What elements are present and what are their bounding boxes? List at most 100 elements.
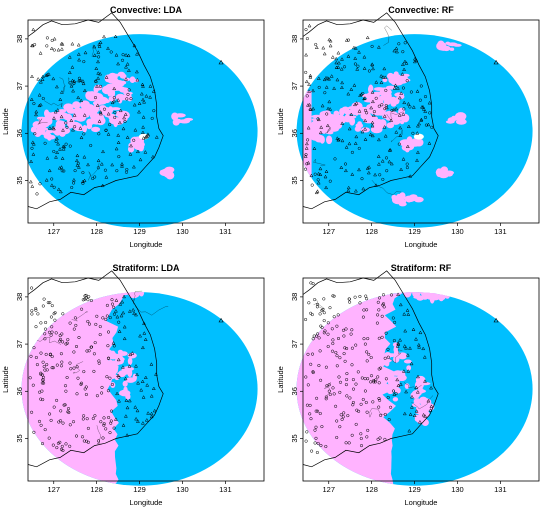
- gauge-marker: [377, 308, 381, 312]
- gauge-marker: [41, 360, 45, 364]
- gauge-marker: [350, 328, 354, 332]
- gauge-marker: [135, 77, 140, 82]
- gauge-marker: [104, 75, 109, 79]
- gauge-marker: [95, 314, 99, 318]
- gauge-marker: [346, 91, 351, 96]
- gauge-marker: [384, 331, 388, 335]
- x-tick-label: 131: [494, 485, 507, 494]
- gauge-marker: [321, 45, 326, 50]
- gauge-marker: [329, 74, 334, 78]
- gauge-marker: [60, 169, 64, 173]
- gauge-marker: [389, 118, 394, 122]
- gauge-marker: [117, 155, 121, 159]
- gauge-marker: [304, 79, 309, 84]
- gauge-marker: [53, 109, 58, 114]
- gauge-marker: [108, 123, 112, 127]
- x-tick-label: 130: [176, 485, 189, 494]
- gauge-marker: [317, 85, 321, 89]
- gauge-marker: [353, 102, 357, 107]
- y-tick-label: 36: [15, 387, 24, 395]
- gauge-marker: [109, 409, 114, 413]
- gauge-marker: [493, 59, 499, 65]
- admin-border: [391, 129, 403, 143]
- gauge-marker: [377, 396, 381, 401]
- gauge-marker: [106, 389, 110, 393]
- gauge-marker: [142, 331, 147, 335]
- gauge-marker: [125, 433, 130, 437]
- gauge-marker: [415, 150, 420, 154]
- gauge-marker: [84, 392, 88, 397]
- gauge-marker: [86, 319, 90, 324]
- gauge-marker: [315, 450, 319, 455]
- gauge-marker: [411, 327, 416, 331]
- gauge-marker: [326, 344, 330, 349]
- gauge-marker: [338, 380, 343, 384]
- y-tick-label: 38: [15, 35, 24, 43]
- gauge-marker: [30, 43, 34, 48]
- gauge-marker: [40, 77, 45, 81]
- gauge-marker: [374, 378, 378, 382]
- gauge-marker: [56, 141, 61, 146]
- y-tick-label: 36: [15, 129, 24, 137]
- gauge-marker: [304, 153, 308, 157]
- gauge-marker: [138, 333, 143, 338]
- gauge-marker: [355, 408, 359, 412]
- gauge-marker: [399, 91, 404, 95]
- gauge-marker: [377, 367, 381, 371]
- gauge-marker: [106, 111, 111, 116]
- gauge-marker: [423, 115, 428, 119]
- gauge-marker: [350, 150, 354, 154]
- gauge-marker: [394, 46, 399, 50]
- gauge-marker: [52, 116, 56, 120]
- gauge-marker: [44, 73, 49, 77]
- gauge-marker: [367, 352, 371, 356]
- gauge-marker: [76, 161, 80, 166]
- gauge-marker: [133, 405, 138, 409]
- gauge-marker: [407, 428, 412, 433]
- gauge-marker: [112, 344, 116, 348]
- admin-border: [135, 306, 169, 316]
- gauge-marker: [374, 96, 378, 100]
- gauge-marker: [318, 130, 323, 135]
- gauge-marker: [78, 126, 83, 130]
- gauge-marker: [310, 449, 314, 453]
- gauge-marker: [101, 316, 105, 320]
- gauge-marker: [38, 102, 43, 107]
- gauge-marker: [92, 44, 97, 49]
- gauge-marker: [365, 308, 369, 312]
- gauge-marker: [100, 183, 105, 188]
- gauge-marker: [110, 100, 115, 105]
- gauge-marker: [80, 79, 85, 83]
- gauge-marker: [418, 98, 422, 102]
- gauge-marker: [406, 124, 411, 128]
- gauge-marker: [43, 141, 47, 145]
- gauge-marker: [307, 102, 312, 107]
- gauge-marker: [102, 423, 106, 427]
- gauge-marker: [429, 385, 434, 390]
- gauge-marker: [69, 367, 73, 371]
- gauge-marker: [105, 314, 109, 318]
- gauge-marker: [303, 154, 308, 158]
- gauge-marker: [397, 142, 401, 146]
- gauge-marker: [59, 447, 64, 451]
- y-tick-label: 35: [290, 434, 299, 442]
- gauge-marker: [359, 402, 363, 406]
- gauge-marker: [81, 298, 85, 302]
- gauge-marker: [40, 74, 45, 79]
- gauge-marker: [313, 172, 317, 176]
- gauge-marker: [54, 155, 58, 159]
- gauge-marker: [91, 176, 95, 181]
- precip-cell-northeast: [436, 40, 462, 52]
- gauge-marker: [309, 417, 313, 421]
- admin-border: [388, 349, 403, 364]
- gauge-marker: [140, 379, 145, 383]
- admin-border: [386, 111, 404, 121]
- gauge-marker: [112, 426, 116, 430]
- gauge-marker: [404, 345, 408, 350]
- gauge-marker: [339, 66, 344, 71]
- panel-title: Convective: LDA: [110, 5, 183, 15]
- gauge-marker: [109, 421, 113, 425]
- gauge-marker: [340, 57, 344, 61]
- x-tick-label: 128: [90, 485, 103, 494]
- gauge-marker: [113, 308, 118, 313]
